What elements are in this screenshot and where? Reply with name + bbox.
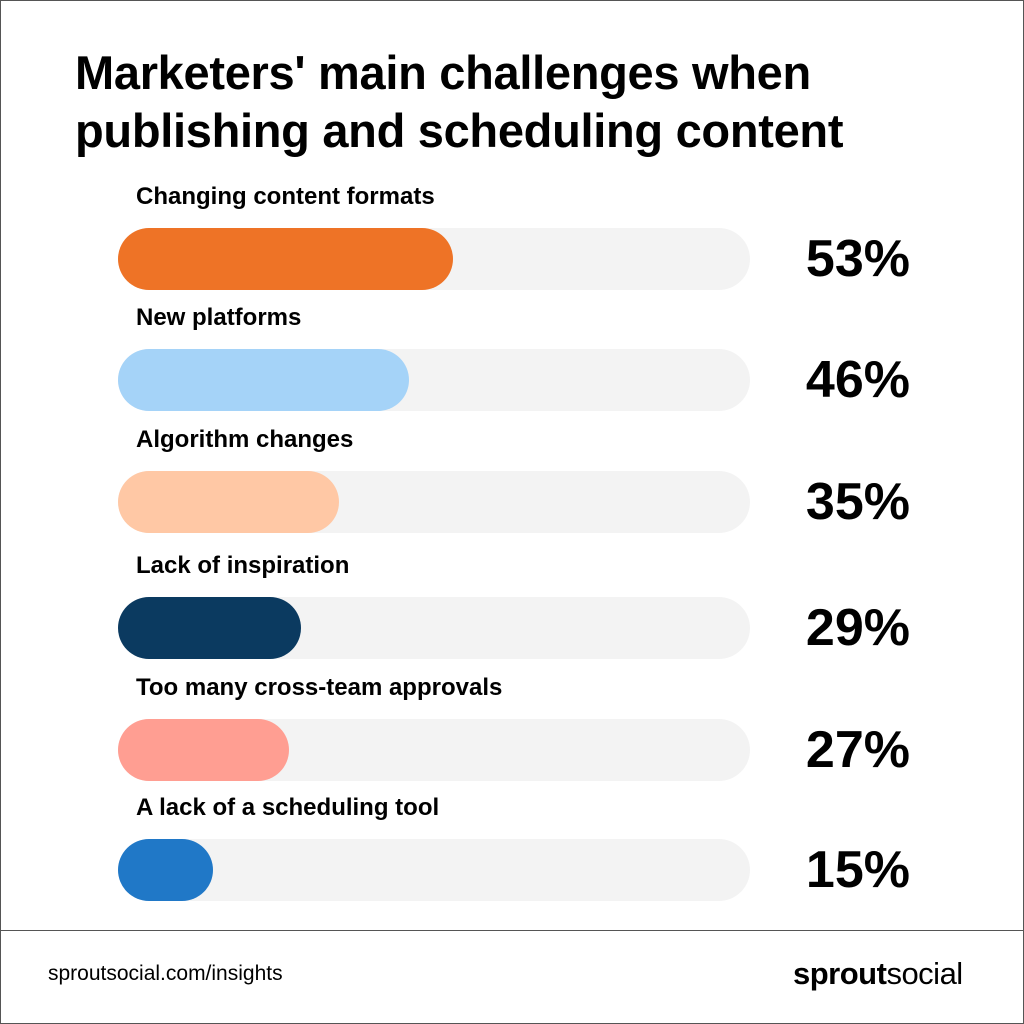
bar bbox=[118, 839, 213, 901]
category-label: Too many cross-team approvals bbox=[136, 674, 503, 701]
bar-track bbox=[118, 839, 750, 901]
category-label: A lack of a scheduling tool bbox=[136, 794, 440, 821]
source: sproutsocial.com/insights bbox=[48, 962, 283, 985]
divider bbox=[0, 930, 1024, 931]
bar bbox=[118, 471, 340, 533]
category-label: Changing content formats bbox=[136, 183, 435, 210]
bar bbox=[118, 597, 302, 659]
brand-part: social bbox=[886, 956, 963, 991]
value-label: 15% bbox=[805, 841, 910, 899]
value-label: 29% bbox=[805, 599, 910, 657]
value-label: 27% bbox=[805, 721, 910, 779]
chart-title: Marketers' main challenges when publishi… bbox=[75, 46, 844, 157]
category-label: New platforms bbox=[136, 304, 302, 331]
bar bbox=[118, 719, 289, 781]
category-label: Algorithm changes bbox=[136, 426, 354, 453]
bar bbox=[118, 349, 409, 411]
value-label: 53% bbox=[805, 230, 910, 288]
brand-logo: sproutsocial bbox=[793, 954, 963, 994]
category-label: Lack of inspiration bbox=[136, 552, 350, 579]
bar bbox=[118, 228, 453, 290]
brand-part: sprout bbox=[793, 956, 887, 991]
value-label: 35% bbox=[805, 473, 910, 531]
value-label: 46% bbox=[805, 351, 910, 409]
